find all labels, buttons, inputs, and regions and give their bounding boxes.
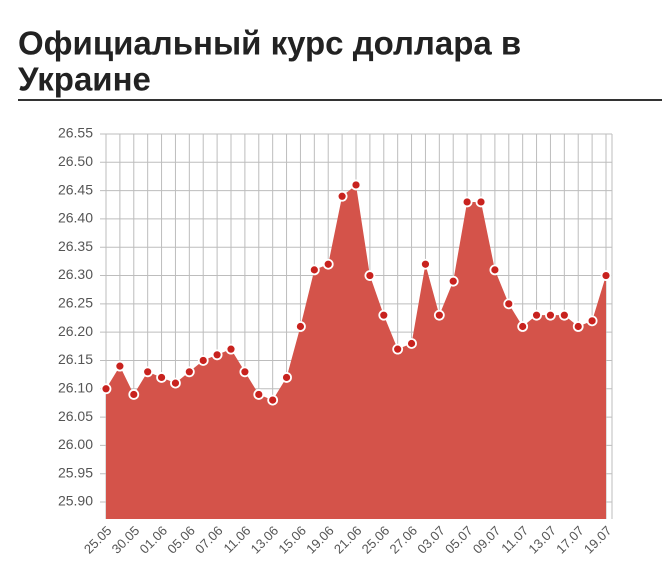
y-tick-label: 26.30 <box>58 266 93 282</box>
data-point <box>281 372 292 383</box>
y-tick-label: 26.40 <box>58 210 93 226</box>
data-point <box>364 270 376 281</box>
area <box>106 184 606 520</box>
data-point <box>545 309 556 321</box>
data-point <box>336 190 348 202</box>
y-tick-label: 25.95 <box>58 464 93 480</box>
data-point <box>100 383 112 395</box>
data-point <box>517 321 529 332</box>
x-tick-label: 01.06 <box>136 523 170 557</box>
data-point <box>350 179 362 191</box>
data-point <box>211 349 223 361</box>
x-tick-label: 05.07 <box>442 523 476 557</box>
x-tick-label: 17.07 <box>553 523 587 557</box>
x-tick-label: 19.06 <box>303 523 337 557</box>
y-tick-label: 26.45 <box>58 181 93 197</box>
x-tick-label: 05.06 <box>164 523 198 557</box>
x-tick-label: 13.06 <box>248 523 282 557</box>
data-point <box>392 343 404 355</box>
y-tick-label: 26.00 <box>58 436 93 452</box>
x-tick-label: 30.05 <box>109 523 143 557</box>
y-tick-label: 26.10 <box>58 379 93 395</box>
data-point <box>406 338 417 349</box>
data-point <box>114 360 126 372</box>
x-tick-label: 11.07 <box>498 523 531 556</box>
data-point <box>420 258 431 270</box>
data-point <box>503 298 515 310</box>
y-tick-label: 26.20 <box>58 323 93 339</box>
y-tick-label: 26.05 <box>58 408 93 424</box>
x-tick-label: 27.06 <box>386 523 420 557</box>
x-tick-label: 07.06 <box>192 523 226 557</box>
data-point <box>378 309 390 321</box>
data-point <box>531 309 542 321</box>
data-point <box>600 270 612 281</box>
y-tick-label: 26.50 <box>58 153 93 169</box>
data-point <box>322 258 334 270</box>
x-tick-label: 13.07 <box>525 523 559 557</box>
y-tick-label: 26.55 <box>58 125 93 141</box>
y-tick-label: 25.90 <box>58 493 93 509</box>
data-point <box>489 264 501 276</box>
data-point <box>267 394 279 406</box>
x-tick-label: 09.07 <box>470 523 504 557</box>
y-tick-label: 26.35 <box>58 238 93 254</box>
x-tick-label: 25.05 <box>81 523 115 557</box>
data-point <box>142 366 154 378</box>
chart-title: Украине <box>18 61 151 98</box>
data-point <box>461 196 473 208</box>
data-point <box>295 321 306 332</box>
data-point <box>586 315 598 327</box>
data-point <box>170 377 181 389</box>
y-tick-label: 26.25 <box>58 295 93 311</box>
chart-title: Официальный курс доллара в <box>18 25 521 62</box>
x-tick-label: 21.06 <box>331 523 365 557</box>
data-point <box>225 343 237 355</box>
x-tick-label: 25.06 <box>359 523 393 557</box>
data-point <box>447 275 459 287</box>
x-tick-label: 19.07 <box>581 523 615 557</box>
data-point <box>475 196 487 208</box>
data-point <box>128 389 140 400</box>
data-point <box>433 309 445 321</box>
data-point <box>156 372 167 383</box>
plot <box>100 179 612 520</box>
data-point <box>572 321 584 332</box>
x-tick-label: 03.07 <box>414 523 448 557</box>
data-point <box>197 355 209 366</box>
y-tick-label: 26.15 <box>58 351 93 367</box>
data-point <box>239 366 251 378</box>
data-point <box>308 264 320 276</box>
data-point <box>558 309 570 321</box>
data-point <box>253 389 265 400</box>
x-tick-label: 11.06 <box>221 523 254 556</box>
x-tick-label: 15.06 <box>275 523 309 557</box>
data-point <box>183 366 195 378</box>
